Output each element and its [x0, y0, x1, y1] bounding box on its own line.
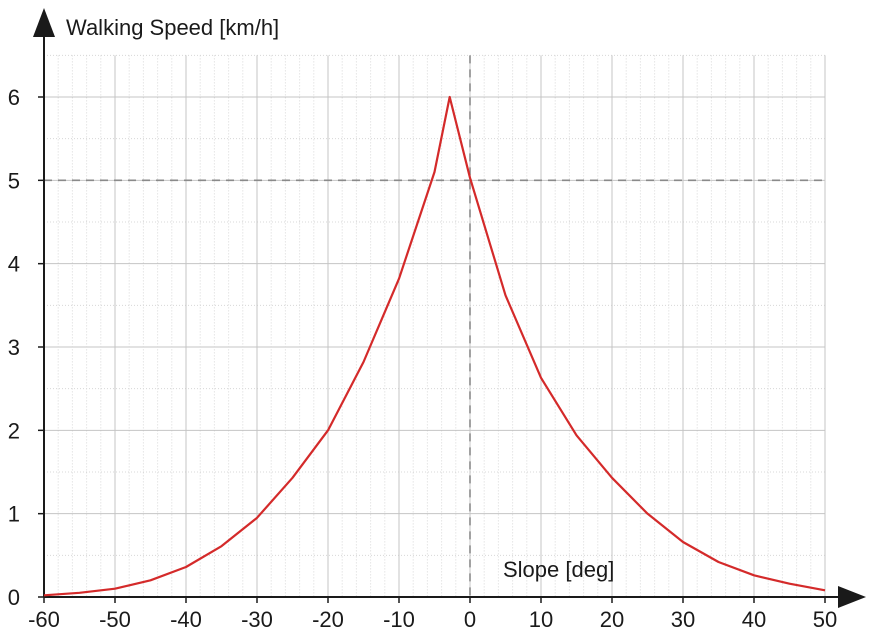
axes [33, 8, 866, 608]
x-tick-label: -40 [170, 607, 202, 632]
minor-grid [44, 54, 825, 597]
x-tick-label: -50 [99, 607, 131, 632]
x-tick-label: 40 [742, 607, 766, 632]
major-grid [44, 55, 826, 597]
series-line [43, 95, 826, 597]
x-tick-label: -60 [28, 607, 60, 632]
y-tick-label: 4 [8, 252, 20, 277]
x-tick-label: 30 [671, 607, 695, 632]
y-tick-label: 6 [8, 85, 20, 110]
x-axis-arrow-icon [838, 586, 866, 608]
y-tick-label: 5 [8, 168, 20, 193]
x-tick-label: -30 [241, 607, 273, 632]
y-axis-arrow-icon [33, 8, 55, 37]
y-tick-label: 3 [8, 335, 20, 360]
x-axis-label: Slope [deg] [503, 557, 614, 582]
x-tick-label: -20 [312, 607, 344, 632]
x-tick-label: -10 [383, 607, 415, 632]
series-layer [43, 95, 826, 597]
tick-labels: -60 -50 -40 -30 -20 -10 0 10 20 30 40 50 0 1 2 3 4 5 6 [8, 85, 837, 632]
y-tick-label: 0 [8, 585, 20, 610]
reference-lines [44, 55, 825, 597]
y-axis-label: Walking Speed [km/h] [66, 15, 279, 40]
x-tick-label: 0 [464, 607, 476, 632]
x-tick-label: 20 [600, 607, 624, 632]
x-tick-label: 10 [529, 607, 553, 632]
y-tick-label: 1 [8, 502, 20, 527]
y-tick-label: 2 [8, 418, 20, 443]
x-tick-label: 50 [813, 607, 837, 632]
